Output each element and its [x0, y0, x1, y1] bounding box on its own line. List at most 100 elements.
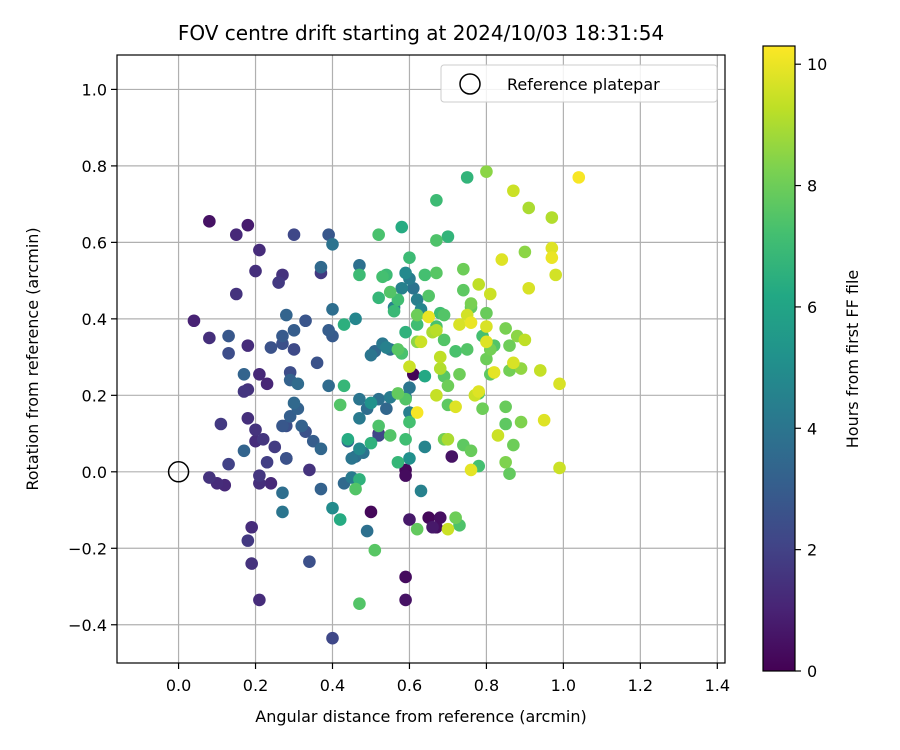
data-point — [430, 234, 443, 247]
data-point — [480, 165, 493, 178]
data-point — [480, 306, 493, 320]
data-point — [203, 331, 216, 345]
colorbar-frame — [762, 45, 796, 672]
data-point — [441, 230, 455, 243]
data-point — [418, 440, 432, 454]
colorbar-tick-label: 4 — [807, 419, 817, 438]
data-point — [414, 484, 428, 498]
data-point — [349, 482, 362, 496]
x-tick-label: 1.4 — [705, 676, 730, 695]
data-point — [222, 346, 235, 360]
data-point — [333, 398, 347, 412]
data-point — [291, 377, 305, 391]
data-point — [441, 522, 455, 536]
data-point — [253, 367, 266, 381]
x-tick-label: 0.0 — [166, 676, 191, 695]
data-point — [249, 264, 262, 278]
data-point — [287, 396, 301, 410]
data-point — [480, 352, 493, 366]
data-point — [364, 396, 378, 410]
data-point — [337, 379, 351, 393]
data-point — [399, 469, 412, 482]
data-point — [280, 452, 293, 465]
data-point — [426, 520, 439, 534]
data-point — [437, 308, 451, 322]
data-point — [276, 505, 289, 519]
legend-label: Reference platepar — [507, 75, 660, 94]
data-point — [187, 314, 201, 328]
x-tick-label: 0.6 — [397, 676, 422, 695]
data-point — [303, 463, 316, 477]
data-point — [214, 417, 228, 431]
data-point — [410, 318, 424, 331]
data-point — [391, 387, 405, 400]
data-point — [360, 524, 374, 538]
data-point — [503, 339, 516, 352]
data-point — [280, 308, 293, 322]
data-point — [545, 251, 559, 264]
data-point — [353, 411, 366, 425]
data-point — [222, 457, 235, 471]
data-point — [491, 429, 505, 442]
data-point — [495, 253, 509, 266]
data-point — [306, 434, 320, 448]
data-point — [545, 241, 559, 255]
data-point — [518, 245, 532, 259]
data-point — [472, 278, 486, 291]
data-point — [399, 593, 412, 607]
data-point — [391, 293, 405, 307]
data-point — [353, 268, 366, 282]
data-point — [322, 324, 335, 337]
data-point — [522, 201, 536, 215]
data-point — [295, 419, 309, 433]
colorbar: 0 2 4 6 8 10 Hours from first FF file — [762, 45, 862, 681]
data-point — [457, 283, 470, 297]
data-point — [368, 543, 382, 557]
y-tick-label: 0.2 — [82, 386, 107, 405]
data-point — [364, 436, 378, 450]
data-point — [553, 377, 566, 391]
data-point — [545, 211, 559, 224]
data-point — [260, 377, 274, 391]
data-point — [449, 511, 462, 524]
data-point — [229, 228, 243, 242]
data-point — [453, 367, 466, 381]
data-point — [283, 410, 297, 423]
data-point — [364, 505, 378, 519]
data-point — [403, 251, 416, 264]
y-tick-label: 0.6 — [82, 233, 107, 252]
data-point — [407, 281, 420, 295]
data-point — [372, 419, 385, 433]
data-point — [399, 325, 412, 339]
data-point — [472, 385, 486, 398]
data-point — [380, 341, 393, 354]
data-point — [441, 379, 455, 393]
data-point — [353, 473, 366, 486]
data-point — [249, 423, 262, 437]
reference-marker — [167, 461, 190, 483]
data-point — [303, 555, 316, 568]
data-point — [237, 385, 251, 398]
colorbar-tick-label: 10 — [807, 55, 827, 74]
legend-open-circle-icon — [459, 73, 481, 95]
data-point — [241, 339, 255, 352]
data-point — [399, 570, 412, 584]
data-point — [241, 218, 255, 232]
data-point — [253, 593, 266, 607]
data-point — [299, 314, 312, 328]
data-point — [287, 324, 301, 337]
data-point — [430, 389, 443, 402]
data-point — [422, 511, 435, 524]
data-point — [287, 228, 301, 242]
y-tick-label: 0.4 — [82, 310, 107, 329]
data-point — [256, 433, 270, 446]
data-point — [268, 440, 282, 454]
data-point — [229, 287, 243, 301]
data-point — [326, 501, 339, 515]
data-point — [430, 266, 443, 280]
data-point — [499, 400, 512, 414]
data-point — [503, 467, 516, 481]
data-point — [464, 444, 478, 458]
data-point — [410, 522, 424, 536]
